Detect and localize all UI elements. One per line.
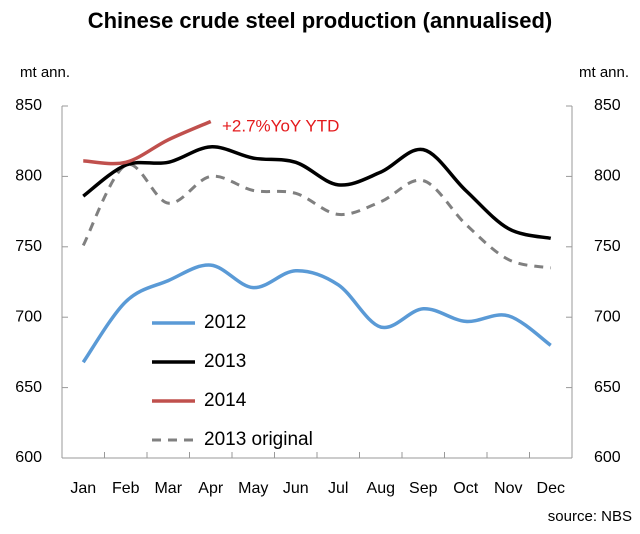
y-tick-label: 700 bbox=[15, 308, 42, 325]
source: source: NBS bbox=[548, 508, 632, 525]
y2-tick-label: 700 bbox=[594, 308, 621, 325]
x-tick-label: Dec bbox=[537, 480, 565, 497]
x-tick-label: Oct bbox=[453, 480, 478, 497]
series-line bbox=[81, 163, 552, 270]
chart-title: Chinese crude steel production (annualis… bbox=[88, 8, 553, 33]
x-tick-label: Nov bbox=[494, 480, 522, 497]
y2-tick-label: 650 bbox=[594, 379, 621, 396]
legend-label: 2014 bbox=[204, 390, 247, 411]
x-tick-label: Feb bbox=[112, 480, 140, 497]
series-line bbox=[83, 119, 212, 166]
x-tick-label: Aug bbox=[367, 480, 395, 497]
y2-tick-label: 800 bbox=[594, 168, 621, 185]
x-tick-label: Jun bbox=[283, 480, 309, 497]
y2-tick-label: 750 bbox=[594, 238, 621, 255]
y-tick-label: 650 bbox=[15, 379, 42, 396]
x-tick-label: Jul bbox=[328, 480, 348, 497]
legend-label: 2012 bbox=[204, 312, 246, 333]
x-tick-label: Jan bbox=[70, 480, 96, 497]
y-tick-label: 850 bbox=[15, 97, 42, 114]
y2-axis-label: mt ann. bbox=[579, 64, 629, 81]
series-line bbox=[81, 263, 552, 364]
y2-tick-label: 850 bbox=[594, 97, 621, 114]
y-tick-label: 750 bbox=[15, 238, 42, 255]
x-tick-label: Mar bbox=[154, 480, 182, 497]
legend-label: 2013 original bbox=[204, 429, 313, 450]
y2-tick-label: 600 bbox=[594, 449, 621, 466]
x-tick-label: May bbox=[238, 480, 268, 497]
series-line bbox=[82, 145, 552, 241]
annotation: +2.7%YoY YTD bbox=[222, 116, 339, 135]
legend-label: 2013 bbox=[204, 351, 246, 372]
y-tick-label: 600 bbox=[15, 449, 42, 466]
y-axis-label: mt ann. bbox=[20, 64, 70, 81]
y-tick-label: 800 bbox=[15, 168, 42, 185]
x-tick-label: Sep bbox=[409, 480, 438, 497]
x-tick-label: Apr bbox=[198, 480, 224, 497]
